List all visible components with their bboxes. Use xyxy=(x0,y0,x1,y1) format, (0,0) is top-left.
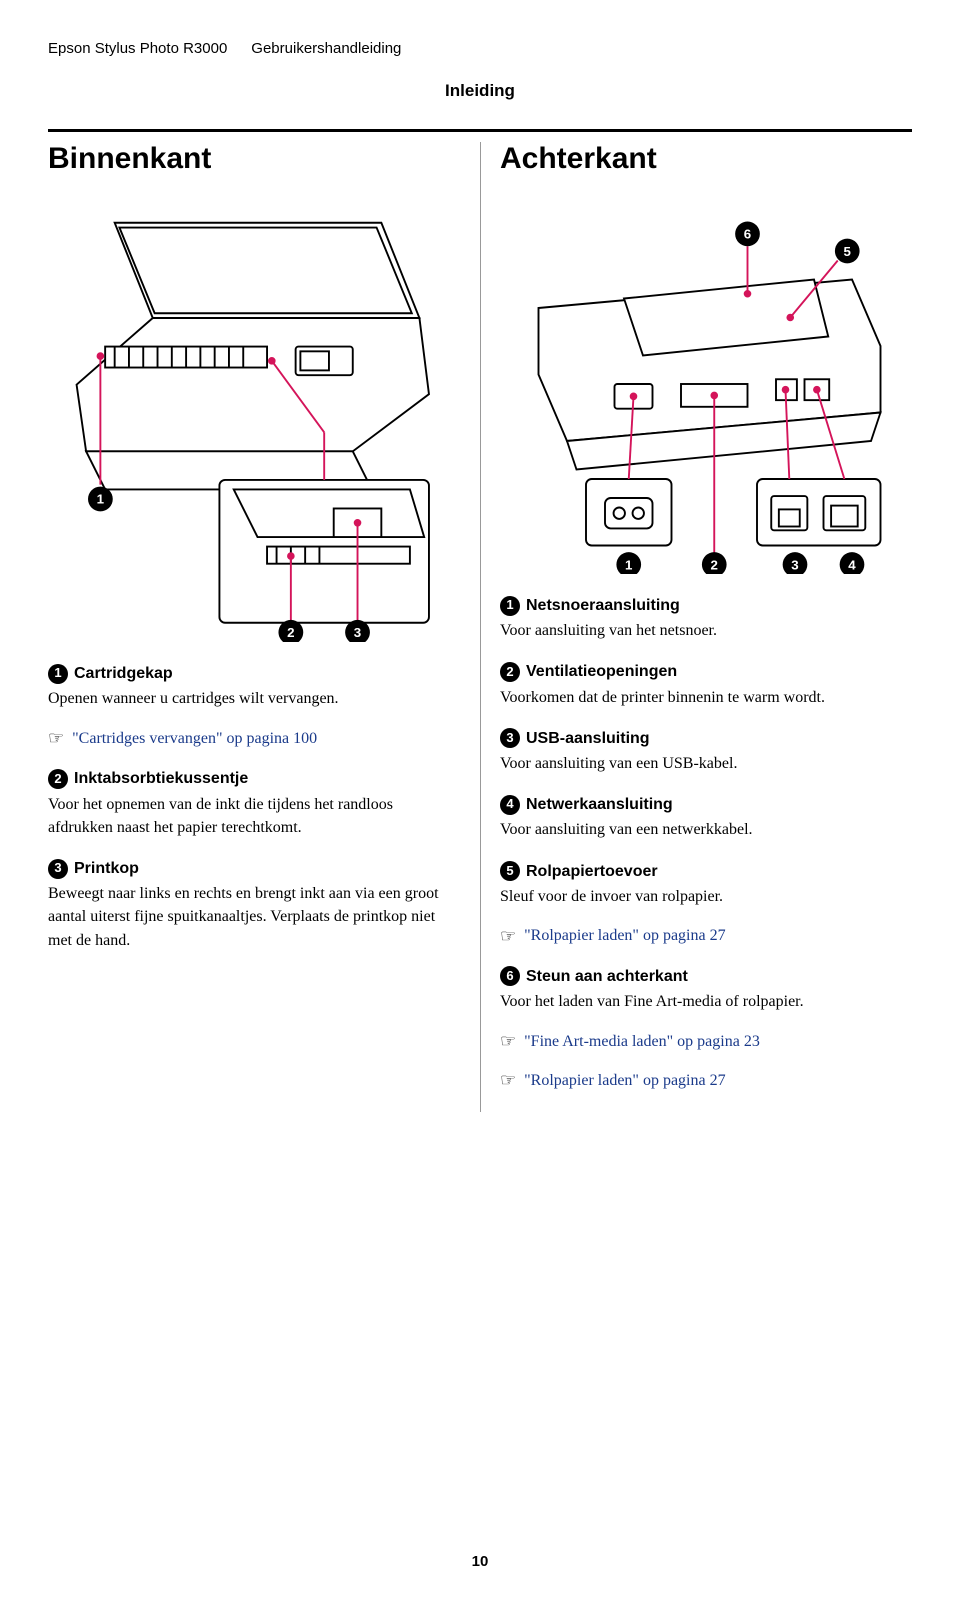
svg-text:1: 1 xyxy=(625,557,633,572)
svg-text:3: 3 xyxy=(791,557,798,572)
item-number-badge: 3 xyxy=(500,728,520,748)
svg-text:3: 3 xyxy=(354,625,361,640)
xref-text: "Fine Art-media laden" op pagina 23 xyxy=(524,1033,760,1051)
item-title: Steun aan achterkant xyxy=(526,965,688,988)
xref-text: "Rolpapier laden" op pagina 27 xyxy=(524,1072,725,1090)
item-title: Netsnoeraansluiting xyxy=(526,594,680,617)
pointer-icon: ☞ xyxy=(500,1070,516,1091)
item-heading: 1 Cartridgekap xyxy=(48,662,460,685)
item-body: Voorkomen dat de printer binnenin te war… xyxy=(500,686,912,709)
item-number-badge: 1 xyxy=(500,596,520,616)
item-heading: 4 Netwerkaansluiting xyxy=(500,793,912,816)
pointer-icon: ☞ xyxy=(48,728,64,749)
item-heading: 2 Inktabsorbtiekussentje xyxy=(48,767,460,790)
svg-text:1: 1 xyxy=(97,492,105,507)
two-column-layout: Binnenkant xyxy=(48,142,912,1109)
item-number-badge: 6 xyxy=(500,966,520,986)
pointer-icon: ☞ xyxy=(500,926,516,947)
item-heading: 2 Ventilatieopeningen xyxy=(500,660,912,683)
item-number-badge: 2 xyxy=(48,769,68,789)
item-number-badge: 1 xyxy=(48,664,68,684)
item-heading: 3 Printkop xyxy=(48,857,460,880)
figure-rear: 6 5 1 2 3 4 xyxy=(500,194,912,574)
cross-reference-link[interactable]: ☞ "Rolpapier laden" op pagina 27 xyxy=(500,926,912,947)
manual-title: Gebruikershandleiding xyxy=(251,40,401,57)
right-item-2: 2 Ventilatieopeningen Voorkomen dat de pri… xyxy=(500,660,912,708)
right-item-5: 5 RolpapiertoevoerSleuf voor de invoer va… xyxy=(500,860,912,908)
right-item-list: 1NetsnoeraansluitingVoor aansluiting van… xyxy=(500,594,912,1091)
right-item-3: 3 USB-aansluitingVoor aansluiting van een… xyxy=(500,727,912,775)
item-title: Inktabsorbtiekussentje xyxy=(74,767,248,790)
xref-text: "Rolpapier laden" op pagina 27 xyxy=(524,927,725,945)
svg-text:4: 4 xyxy=(848,557,856,572)
right-item-6: 6 Steun aan achterkantVoor het laden van … xyxy=(500,965,912,1013)
section-rule xyxy=(48,129,912,132)
right-item-1: 1 NetsnoeraansluitingVoor aansluiting van… xyxy=(500,594,912,642)
left-item-list: 1 CartridgekapOpenen wanneer u cartridges… xyxy=(48,662,460,952)
item-body: Openen wanneer u cartridges wilt vervang… xyxy=(48,687,460,710)
item-number-badge: 4 xyxy=(500,795,520,815)
xref-text: "Cartridges vervangen" op pagina 100 xyxy=(72,730,317,748)
item-number-badge: 5 xyxy=(500,861,520,881)
svg-text:6: 6 xyxy=(744,227,751,242)
right-item-4: 4 NetwerkaansluitingVoor aansluiting van … xyxy=(500,793,912,841)
left-column: Binnenkant xyxy=(48,142,480,1109)
item-title: Ventilatieopeningen xyxy=(526,660,677,683)
item-number-badge: 2 xyxy=(500,662,520,682)
svg-text:2: 2 xyxy=(287,625,294,640)
cross-reference-link[interactable]: ☞ "Rolpapier laden" op pagina 27 xyxy=(500,1070,912,1091)
item-body: Voor het laden van Fine Art-media of rol… xyxy=(500,990,912,1013)
item-body: Sleuf voor de invoer van rolpapier. xyxy=(500,885,912,908)
item-body: Beweegt naar links en rechts en brengt i… xyxy=(48,882,460,952)
item-body: Voor aansluiting van een netwerkkabel. xyxy=(500,818,912,841)
item-title: Printkop xyxy=(74,857,139,880)
product-name: Epson Stylus Photo R3000 xyxy=(48,40,227,57)
item-title: Rolpapiertoevoer xyxy=(526,860,658,883)
figure-interior: 1 2 3 xyxy=(48,194,460,642)
item-title: Netwerkaansluiting xyxy=(526,793,673,816)
chapter-title: Inleiding xyxy=(48,81,912,101)
page-number: 10 xyxy=(0,1553,960,1570)
running-header: Epson Stylus Photo R3000 Gebruikershandl… xyxy=(48,40,912,57)
item-heading: 3 USB-aansluiting xyxy=(500,727,912,750)
right-column: Achterkant xyxy=(480,142,912,1109)
item-body: Voor het opnemen van de inkt die tijdens… xyxy=(48,793,460,839)
item-heading: 1 Netsnoeraansluiting xyxy=(500,594,912,617)
item-heading: 5 Rolpapiertoevoer xyxy=(500,860,912,883)
svg-text:5: 5 xyxy=(844,244,852,259)
item-title: Cartridgekap xyxy=(74,662,173,685)
cross-reference-link[interactable]: ☞ "Cartridges vervangen" op pagina 100 xyxy=(48,728,460,749)
cross-reference-link[interactable]: ☞ "Fine Art-media laden" op pagina 23 xyxy=(500,1031,912,1052)
left-item-2: 2 Inktabsorbtiekussentje Voor het opnemen … xyxy=(48,767,460,839)
column-separator xyxy=(480,142,481,1112)
item-number-badge: 3 xyxy=(48,859,68,879)
item-body: Voor aansluiting van een USB-kabel. xyxy=(500,752,912,775)
right-heading: Achterkant xyxy=(500,142,912,176)
left-item-1: 1 CartridgekapOpenen wanneer u cartridges… xyxy=(48,662,460,710)
item-title: USB-aansluiting xyxy=(526,727,650,750)
item-heading: 6 Steun aan achterkant xyxy=(500,965,912,988)
left-item-3: 3 PrintkopBeweegt naar links en rechts en… xyxy=(48,857,460,952)
pointer-icon: ☞ xyxy=(500,1031,516,1052)
svg-text:2: 2 xyxy=(711,557,718,572)
left-heading: Binnenkant xyxy=(48,142,460,176)
item-body: Voor aansluiting van het netsnoer. xyxy=(500,619,912,642)
